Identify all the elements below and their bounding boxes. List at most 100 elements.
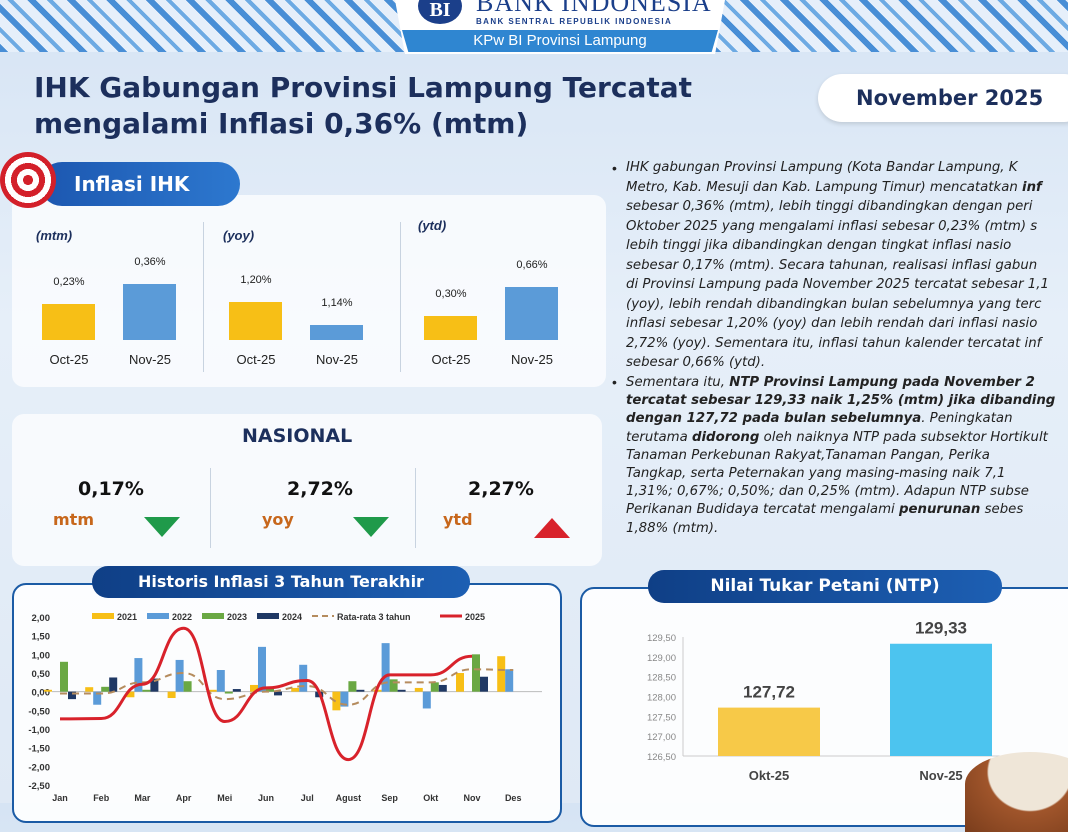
text: di Provinsi Lampung pada November 2025 t…	[626, 277, 1049, 292]
nasional-label-ytd: ytd	[443, 510, 473, 529]
bar-2022-Sep	[381, 643, 390, 692]
ntp-chart-title: Nilai Tukar Petani (NTP)	[648, 570, 1002, 603]
bar-Oct-25	[424, 316, 477, 340]
bar-2023-Agust	[348, 681, 357, 692]
bold-text: NTP Provinsi Lampung pada November 2	[729, 375, 1035, 390]
legend-swatch	[257, 613, 279, 619]
legend-swatch	[92, 613, 114, 619]
y-tick-label: 126,50	[647, 752, 676, 763]
bar-2023-Okt	[430, 682, 439, 692]
bar-2023-Apr	[183, 681, 192, 692]
text-line: dengan 127,72 pada bulan sebelumnya. Pen…	[626, 411, 1068, 429]
narrative-paragraph-1: IHK gabungan Provinsi Lampung (Kota Band…	[626, 160, 1068, 375]
bold-text: penurunan	[898, 502, 981, 518]
inflasi-ihk-heading: Inflasi IHK	[40, 162, 240, 206]
category-label: Nov-25	[316, 352, 358, 367]
y-tick-label: 0,00	[32, 688, 51, 699]
text-line: 1,88% (mtm).	[626, 521, 1068, 539]
text-line: lebih tinggi jika dibandingkan dengan ti…	[626, 238, 1068, 258]
y-tick-label: -1,50	[28, 744, 50, 755]
text: sebes	[980, 502, 1024, 518]
text-line: Perikanan Budidaya tercatat mengalami pe…	[626, 502, 1068, 520]
nasional-value-yoy: 2,72%	[287, 478, 353, 500]
bar-2022-Apr	[175, 659, 184, 692]
legend-label: 2024	[282, 612, 302, 622]
bar-2022-Des	[505, 669, 514, 692]
historis-inflasi-chart: 2,00 1,50 1,00 0,50 0,00 -0,50 -1,00 -1,50 -2,00…	[28, 612, 542, 803]
nasional-title: NASIONAL	[242, 425, 353, 447]
bar-2022-Feb	[93, 691, 102, 705]
text-line: Oktober 2025 yang mengalami inflasi sebe…	[626, 219, 1068, 239]
text-line: tercatat sebesar 129,33 naik 1,25% (mtm)…	[626, 393, 1068, 411]
legend-label: 2023	[227, 612, 247, 622]
chart-label-mtm: (mtm)	[36, 228, 73, 243]
bar-Nov-25	[890, 643, 992, 756]
bar-2021-Apr	[167, 691, 176, 699]
x-tick-label: Des	[505, 793, 522, 803]
x-tick-label: Okt-25	[749, 768, 789, 783]
text-line: IHK gabungan Provinsi Lampung (Kota Band…	[626, 160, 1068, 180]
text-line: 1,31%; 0,67%; 0,50%; dan 0,25% (mtm). Ad…	[626, 484, 1068, 502]
historis-chart-panel	[12, 583, 562, 823]
bar-2021-Agust	[332, 691, 341, 711]
x-tick-label: Nov-25	[919, 768, 962, 783]
text: terutama	[626, 429, 692, 445]
text: oleh naiknya NTP pada subsektor Hortikul…	[759, 429, 1048, 445]
bar-2024-Jun	[274, 691, 282, 696]
legend-label: 2021	[117, 612, 137, 622]
office-ribbon: KPw BI Provinsi Lampung	[402, 30, 718, 52]
bar-2022-Jun	[258, 646, 266, 692]
y-tick-label: 127,00	[647, 732, 676, 743]
category-label: Nov-25	[511, 352, 553, 367]
text-line: Tangkap, serta Peternakan yang masing-ma…	[626, 466, 1068, 484]
y-tick-label: -1,00	[28, 725, 50, 736]
title-line-1: IHK Gabungan Provinsi Lampung Tercatat	[34, 71, 693, 104]
page-title: IHK Gabungan Provinsi Lampung Tercatat m…	[34, 70, 692, 142]
nasional-label-yoy: yoy	[262, 510, 294, 529]
arrow-down-icon	[144, 517, 180, 537]
text-line: terutama didorong oleh naiknya NTP pada …	[626, 430, 1068, 448]
ntp-chart: 129,50 129,00 128,50 128,00 127,50 127,00 126,…	[647, 619, 1000, 783]
bar-2023-Sep	[389, 679, 398, 692]
bullet: •	[612, 160, 617, 176]
bar-2021-Nov	[456, 673, 464, 692]
bar-Okt-25	[718, 707, 820, 756]
target-icon	[0, 152, 56, 208]
bar-2023-Jan	[60, 661, 68, 692]
y-tick-label: 0,50	[32, 669, 51, 680]
text-line: inflasi sebesar 1,20% (yoy) dan lebih re…	[626, 316, 1068, 336]
bar-Nov-25	[505, 287, 558, 340]
legend-label: 2022	[172, 612, 192, 622]
arrow-down-icon	[353, 517, 389, 537]
divider	[210, 468, 211, 548]
x-tick-label: Mar	[134, 793, 151, 803]
bar-2023-Jun	[266, 687, 274, 692]
y-tick-label: 128,50	[647, 673, 676, 684]
text: 2,72% (yoy). Sementara itu, inflasi tahu…	[626, 335, 1042, 351]
bar-2023-Mei	[224, 691, 233, 694]
bar-2022-Okt	[422, 691, 431, 709]
x-tick-label: Apr	[176, 793, 192, 803]
bar-2022-Mei	[216, 670, 225, 692]
category-label: Oct-25	[49, 352, 89, 367]
y-tick-label: -2,00	[28, 762, 50, 773]
text-line: sebesar 0,66% (ytd).	[626, 355, 1068, 375]
bar-value-label: 0,30%	[435, 288, 467, 300]
text: sebesar 0,17% (mtm). Secara tahunan, rea…	[626, 257, 1038, 273]
bar-2021-Jun	[250, 684, 258, 692]
bar-value-label: 0,23%	[53, 276, 85, 289]
bar-value-label: 1,20%	[240, 274, 272, 286]
category-label: Nov-25	[129, 352, 171, 367]
text: sebesar 0,36% (mtm), lebih tinggi diband…	[626, 199, 1033, 214]
x-tick-label: Mei	[217, 793, 232, 803]
text-line: Metro, Kab. Mesuji dan Kab. Lampung Timu…	[626, 180, 1068, 200]
bar-Oct-25	[229, 302, 282, 340]
period-badge: November 2025	[818, 74, 1068, 122]
bar-2024-Agust	[356, 689, 365, 692]
bar-Nov-25	[310, 324, 363, 340]
nasional-value-mtm: 0,17%	[78, 478, 144, 500]
bar-2024-Okt	[438, 684, 447, 692]
x-tick-label: Agust	[336, 793, 362, 803]
x-tick-label: Jan	[52, 793, 68, 803]
bar-value-label: 127,72	[743, 683, 795, 702]
